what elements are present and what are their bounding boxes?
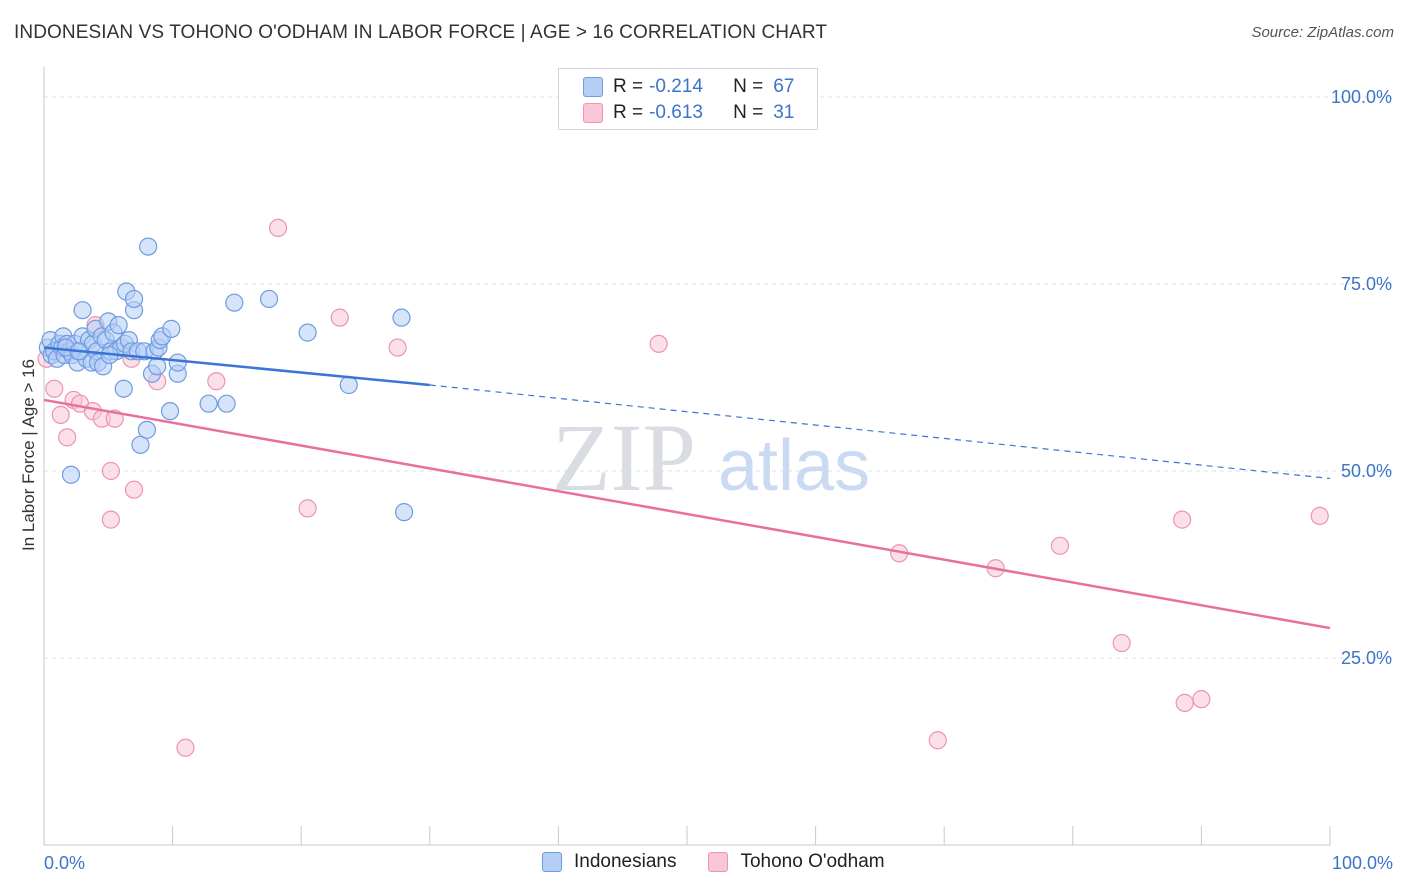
indonesian-point [124,289,144,309]
legend-label-indonesians: Indonesians [574,851,677,872]
indonesian-point [298,323,317,342]
indonesian-point [73,301,92,320]
indonesian-point [139,237,158,256]
legend-label-tohono: Tohono O'odham [740,851,885,872]
y-tick-label: 50.0% [1341,461,1392,481]
tick-labels: 25.0% 50.0% 75.0% 100.0% 0.0% 100.0% [44,87,1393,873]
indonesian-point [259,289,279,309]
indonesians-swatch [542,852,562,872]
tohono-point [101,461,120,481]
tohono-point [101,510,120,529]
tohono-point [928,731,947,750]
indonesian-points [38,237,414,522]
tohono-point [1112,633,1131,653]
y-tick-label: 100.0% [1331,87,1392,107]
indonesian-point [137,420,156,439]
legend-row-tohono: R = -0.613 N = 31 [583,100,794,126]
n-label: N = [733,76,764,97]
tohono-point [1050,536,1070,555]
indonesian-point [61,465,81,484]
source-label: Source: ZipAtlas.com [1251,24,1394,41]
indonesian-point [114,379,133,398]
n-value: 67 [773,76,795,97]
r-value: -0.214 [649,76,703,97]
gridlines [44,96,1392,659]
legend-item-indonesians[interactable]: Indonesians [542,851,676,873]
indonesian-point [160,402,180,421]
indonesian-point [394,503,414,522]
tohono-point [298,499,317,518]
tohono-point [1192,690,1211,709]
y-tick-label: 25.0% [1341,648,1392,668]
tohono-swatch [583,103,603,123]
y-axis-label: In Labor Force | Age > 16 [19,359,38,551]
indonesian-point [168,353,187,372]
legend-item-tohono[interactable]: Tohono O'odham [708,851,885,873]
trend-lines [43,346,1331,630]
axes [43,67,1331,846]
tohono-point [45,379,64,398]
indonesian-point [109,316,128,335]
indonesian-point [131,435,150,454]
n-value: 31 [773,102,795,123]
indonesian-point [217,394,236,413]
r-label: R = [613,102,644,123]
series-legend: Indonesians Tohono O'odham [542,851,917,873]
x-tick-label: 100.0% [1332,853,1393,873]
tohono-point [1175,693,1194,712]
tohono-point [124,480,144,499]
indonesians-trend-extension [429,384,1331,480]
indonesian-point [199,394,218,413]
tohono-point [58,428,77,447]
indonesian-point [339,375,358,395]
r-value: -0.613 [649,102,703,123]
chart-title: INDONESIAN VS TOHONO O'ODHAM IN LABOR FO… [14,22,828,43]
tohono-swatch [708,852,729,872]
x-tick-label: 0.0% [44,853,85,873]
watermark: ZIP atlas [552,404,870,511]
indonesians-swatch [583,77,603,97]
tohono-point [388,338,407,357]
indonesians-trend-line [43,346,430,387]
indonesian-point [225,293,244,312]
indonesian-point [392,308,411,327]
indonesian-point [162,319,181,338]
tohono-point [51,405,70,424]
tohono-point [1173,510,1192,529]
tohono-point [207,372,226,391]
y-tick-label: 75.0% [1341,274,1392,294]
tohono-point [1310,506,1329,525]
legend-row-indonesians: R = -0.214 N = 67 [583,74,794,100]
tohono-point [268,218,288,237]
watermark-atlas: atlas [718,426,870,506]
tohono-point [176,738,195,757]
tohono-point [649,334,668,353]
tohono-point [330,308,349,327]
n-label: N = [733,102,764,123]
tohono-trend-line [43,398,1331,630]
r-label: R = [613,76,644,97]
correlation-legend: R = -0.214 N = 67 R = -0.613 N = 31 [558,68,818,130]
